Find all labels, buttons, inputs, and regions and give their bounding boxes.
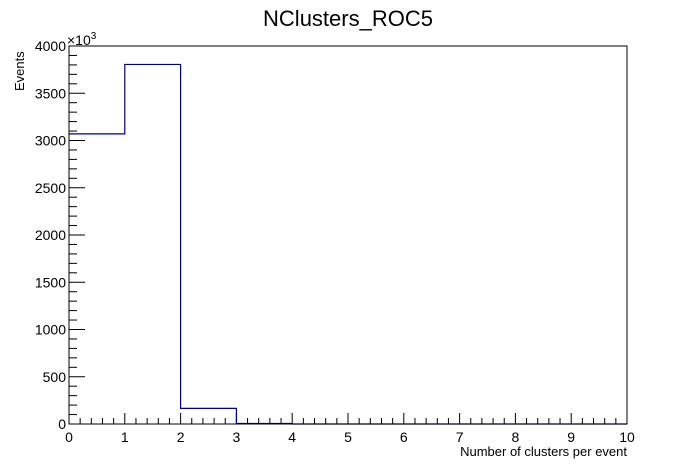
y-tick-label: 1500: [35, 274, 66, 290]
axis-ticks: [68, 45, 628, 425]
x-tick-label: 5: [344, 429, 352, 445]
y-tick-label: 3000: [35, 133, 66, 149]
x-tick-label: 8: [512, 429, 520, 445]
y-tick-label: 4000: [35, 38, 66, 54]
x-tick-label: 9: [567, 429, 575, 445]
y-tick-label: 2000: [35, 227, 66, 243]
y-tick-label: 1000: [35, 322, 66, 338]
x-tick-label: 2: [177, 429, 185, 445]
y-tick-label: 2500: [35, 180, 66, 196]
y-multiplier-label: ×103: [67, 31, 97, 48]
y-multiplier-exponent: 3: [91, 31, 97, 42]
x-tick-label: 6: [400, 429, 408, 445]
chart-title: NClusters_ROC5: [263, 6, 433, 31]
x-axis-label: Number of clusters per event: [460, 444, 627, 459]
x-tick-label: 1: [121, 429, 129, 445]
x-tick-label: 10: [619, 429, 635, 445]
y-multiplier-base: ×10: [67, 32, 91, 48]
y-tick-label: 3500: [35, 85, 66, 101]
y-tick-label: 500: [43, 369, 67, 385]
x-tick-labels: 0 1 2 3 4 5 6 7 8 9 10: [65, 429, 635, 445]
plot-frame: [68, 45, 628, 425]
x-tick-label: 4: [288, 429, 296, 445]
histogram-series: [69, 63, 627, 425]
y-axis-label: Events: [12, 51, 27, 91]
x-tick-label: 3: [233, 429, 241, 445]
x-tick-label: 7: [456, 429, 464, 445]
y-tick-labels: 0 500 1000 1500 2000 2500 3000 3500 4000: [35, 38, 66, 432]
y-tick-label: 0: [58, 416, 66, 432]
x-tick-label: 0: [65, 429, 73, 445]
